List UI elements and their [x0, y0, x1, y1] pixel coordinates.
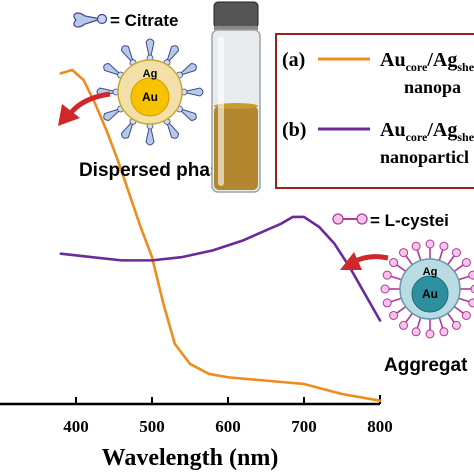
- lcysteine-ligands: [380, 239, 474, 339]
- legend-entry-b: (b) Aucore/Agshe nanoparticl: [282, 119, 474, 167]
- axes: 400 500 600 700 800 Wavelength (nm): [0, 395, 393, 471]
- citrate-ligand: [163, 45, 179, 66]
- citrate-ligand: [163, 118, 179, 139]
- dispersed-nanoparticle: Ag Au: [96, 38, 204, 146]
- lcysteine-ligand: [389, 258, 407, 273]
- legend-b-line2: nanoparticl: [380, 147, 469, 167]
- legend-a-text: Aucore/Agshe: [380, 49, 474, 74]
- lcysteine-ligand: [425, 319, 435, 339]
- lcysteine-ligand: [446, 312, 461, 330]
- lcysteine-label: = L-cystei: [370, 211, 449, 230]
- ag-label: Ag: [143, 68, 158, 80]
- lcysteine-ligand: [380, 284, 400, 294]
- dispersed-arrow-shaft: [68, 91, 111, 116]
- x-tick-label: 800: [367, 417, 393, 436]
- lcysteine-ligand: [453, 305, 471, 320]
- lcysteine-ligand: [411, 317, 422, 337]
- dispersed-arrow-head: [58, 104, 80, 126]
- lcysteine-ligand: [411, 241, 422, 261]
- vial-meniscus: [214, 103, 258, 109]
- legend-a-line2: nanopa: [404, 77, 461, 97]
- agg-ag-label: Ag: [423, 266, 438, 278]
- citrate-key: = Citrate: [73, 11, 179, 30]
- x-tick-label: 500: [139, 417, 165, 436]
- lcysteine-ligand: [382, 270, 402, 281]
- citrate-icon: [73, 12, 108, 28]
- x-axis-label: Wavelength (nm): [102, 445, 279, 471]
- citrate-ligands: [96, 38, 204, 146]
- legend-b-marker: (b): [282, 119, 306, 141]
- x-tick-label: 600: [215, 417, 241, 436]
- lcysteine-ligand: [425, 239, 435, 259]
- x-tick-label: 400: [63, 417, 89, 436]
- lcysteine-ligand: [458, 297, 474, 308]
- citrate-ligand: [121, 45, 137, 66]
- dispersed-phase-label: Dispersed phase: [79, 160, 231, 181]
- citrate-ligand: [176, 105, 197, 121]
- lcysteine-icon: [332, 213, 368, 225]
- lcysteine-ligand: [399, 248, 414, 266]
- vial-cap: [213, 1, 259, 29]
- citrate-ligand: [121, 118, 137, 139]
- vial: [211, 1, 261, 193]
- citrate-ligand: [145, 122, 155, 146]
- series-line-b: [59, 215, 382, 322]
- x-ticks: 400 500 600 700 800: [63, 397, 393, 436]
- citrate-ligand: [180, 87, 204, 97]
- dispersed-arrow: [58, 91, 111, 126]
- citrate-ligand: [176, 63, 197, 79]
- lcysteine-ligand: [382, 297, 402, 308]
- vial-highlight: [218, 36, 224, 186]
- citrate-ligand: [145, 38, 155, 62]
- agg-au-core: [411, 275, 449, 313]
- vial-liquid: [214, 106, 258, 190]
- lcysteine-ligand: [458, 270, 474, 281]
- aggregate-label: Aggregat: [384, 355, 468, 376]
- lcysteine-ligand: [453, 258, 471, 273]
- legend-b-text: Aucore/Agshe: [380, 119, 474, 144]
- citrate-ligand: [103, 105, 124, 121]
- legend-a-marker: (a): [282, 49, 305, 71]
- lcysteine-ligand: [399, 312, 414, 330]
- lcysteine-ligand: [438, 241, 449, 261]
- vial-cap-rim: [214, 26, 258, 30]
- agg-au-label: Au: [422, 287, 438, 301]
- aggregate-arrow-head: [340, 252, 362, 270]
- lcysteine-ligand: [389, 305, 407, 320]
- legend-box: [275, 33, 474, 189]
- au-label: Au: [142, 90, 158, 104]
- lcysteine-key: = L-cystei: [332, 211, 449, 230]
- x-tick-label: 700: [291, 417, 317, 436]
- aggregate-nanoparticle: Ag Au: [380, 239, 474, 339]
- lcysteine-ligand: [460, 284, 474, 294]
- lcysteine-ligand: [446, 248, 461, 266]
- citrate-label: = Citrate: [110, 11, 179, 30]
- legend: (a) Aucore/Agshe nanopa (b) Aucore/Agshe…: [275, 33, 474, 189]
- lcysteine-ligand: [438, 317, 449, 337]
- citrate-ligand: [103, 63, 124, 79]
- legend-entry-a: (a) Aucore/Agshe nanopa: [282, 49, 474, 97]
- aggregate-arrow-shaft: [352, 254, 389, 265]
- au-core: [130, 77, 170, 117]
- aggregate-arrow: [340, 252, 389, 270]
